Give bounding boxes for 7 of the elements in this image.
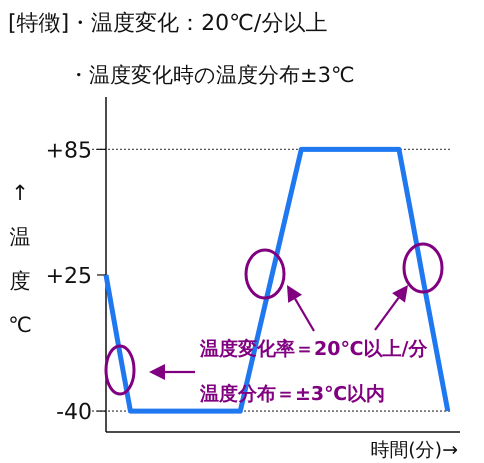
y-axis-title: ↑温度℃ <box>8 181 32 337</box>
chart-title: [特徴]・温度変化：20℃/分以上 <box>8 11 328 36</box>
y-tick-label: -40 <box>56 400 92 426</box>
x-axis-title: 時間(分)→ <box>370 439 458 461</box>
chart-subtitle: ・温度変化時の温度分布±3℃ <box>68 63 355 87</box>
y-tick-label: +25 <box>46 264 92 289</box>
y-tick-label: +85 <box>46 138 92 164</box>
